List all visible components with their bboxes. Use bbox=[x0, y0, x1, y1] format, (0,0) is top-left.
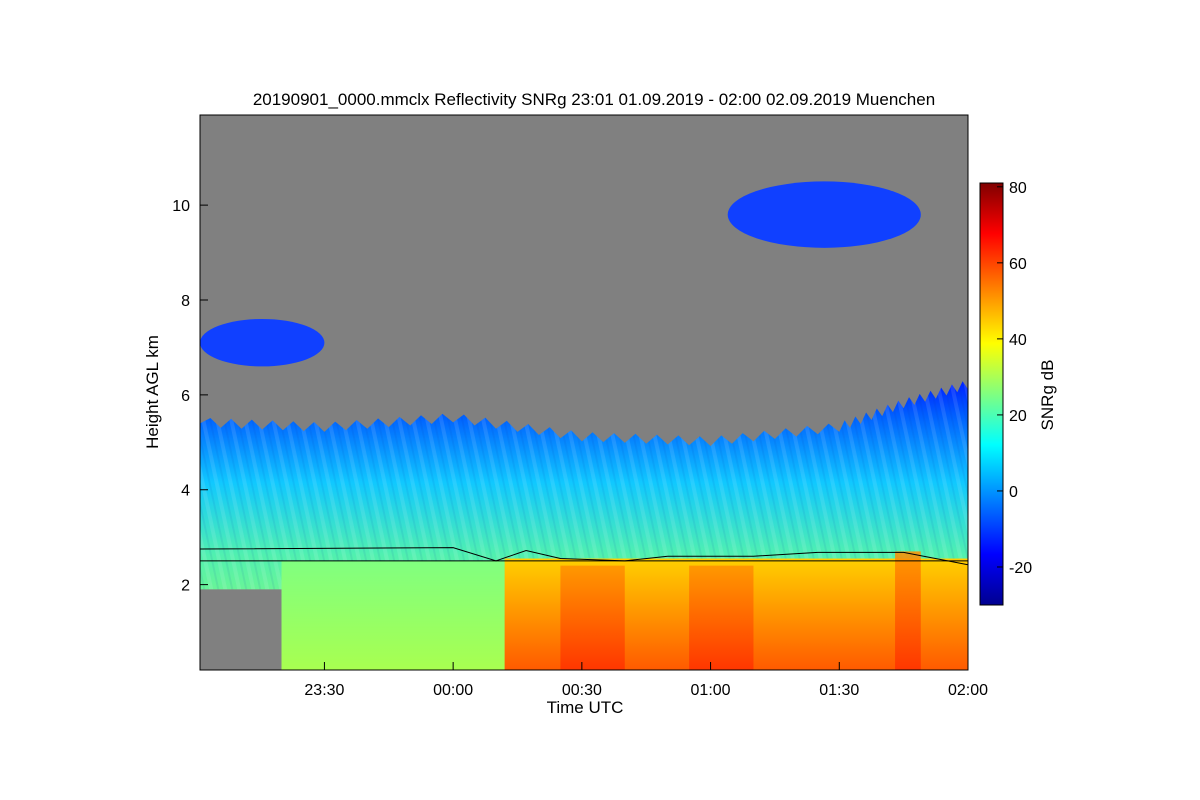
plot-frame bbox=[199, 114, 969, 671]
x-axis-label: Time UTC bbox=[547, 698, 624, 717]
x-tick-label: 02:00 bbox=[948, 682, 988, 699]
y-tick-label: 4 bbox=[181, 483, 190, 500]
echo-mid-level-cloud-left bbox=[200, 318, 325, 367]
colorbar bbox=[979, 182, 1004, 606]
echo-rain-core-00:30 bbox=[560, 565, 625, 670]
echo-rain-core-01:45 bbox=[895, 551, 921, 670]
y-tick-label: 2 bbox=[181, 578, 190, 595]
x-tick-label: 23:30 bbox=[304, 682, 344, 699]
colorbar-tick-label: 60 bbox=[1009, 256, 1027, 273]
colorbar-tick-label: -20 bbox=[1009, 560, 1032, 577]
colorbar-label: SNRg dB bbox=[1038, 360, 1057, 431]
echo-low-layer bbox=[281, 560, 505, 670]
echo-upper-cirrus-layer bbox=[727, 181, 921, 248]
y-tick-label: 6 bbox=[181, 388, 190, 405]
echo-left-low-gap bbox=[200, 589, 282, 670]
y-tick-label: 8 bbox=[181, 293, 190, 310]
chart-title: 20190901_0000.mmclx Reflectivity SNRg 23… bbox=[253, 90, 935, 109]
colorbar-tick-label: 40 bbox=[1009, 332, 1027, 349]
colorbar-tick-label: 80 bbox=[1009, 180, 1027, 197]
x-tick-label: 00:30 bbox=[562, 682, 602, 699]
colorbar-tick-label: 0 bbox=[1009, 484, 1018, 501]
echo-rain-core-01:00 bbox=[689, 565, 754, 670]
colorbar-tick-label: 20 bbox=[1009, 408, 1027, 425]
x-tick-label: 01:00 bbox=[691, 682, 731, 699]
y-axis-label: Height AGL km bbox=[143, 335, 162, 449]
x-tick-label: 01:30 bbox=[819, 682, 859, 699]
overlay-height-line bbox=[200, 547, 968, 566]
y-tick-label: 10 bbox=[172, 198, 190, 215]
x-tick-label: 00:00 bbox=[433, 682, 473, 699]
